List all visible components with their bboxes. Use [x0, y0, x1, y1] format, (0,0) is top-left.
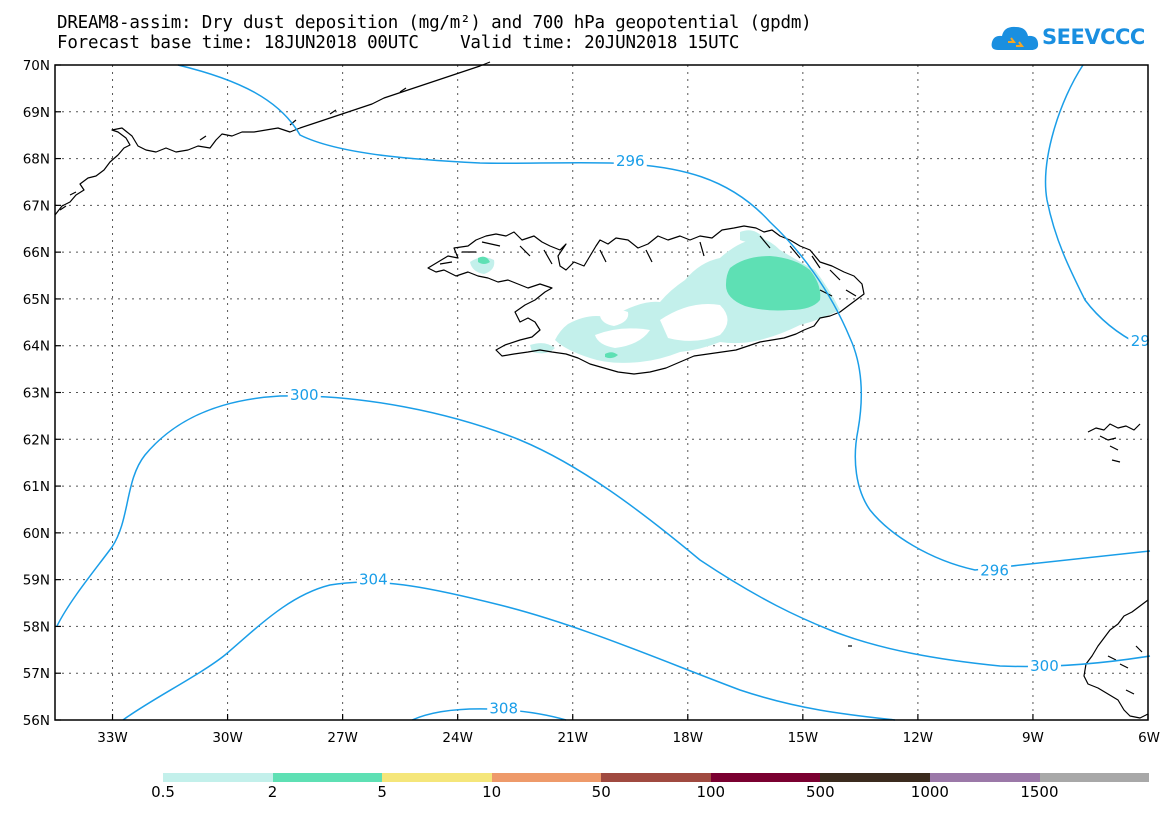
dust-level-2 [605, 352, 618, 359]
contour-label: 304 [359, 571, 388, 589]
contour-label-bg [978, 560, 1012, 579]
longitude-label: 21W [557, 730, 588, 746]
dust-deposition-field [470, 230, 840, 363]
colorbar-swatch [820, 773, 930, 782]
contour-label: 296 [616, 152, 645, 170]
longitude-label: 18W [673, 730, 704, 746]
latitude-label: 68N [23, 152, 50, 168]
colorbar-swatch [163, 773, 273, 782]
latitude-label: 67N [23, 198, 50, 214]
iceland-fjords [439, 235, 857, 297]
latitude-label: 59N [23, 573, 50, 589]
longitude-label: 27W [327, 730, 358, 746]
contour-label-bg [1128, 331, 1153, 350]
greenland-coastline [54, 61, 491, 216]
latitude-label: 63N [23, 386, 50, 402]
contour-label-bg [356, 569, 390, 588]
dust-level-2 [725, 256, 821, 311]
colorbar-label: 500 [806, 783, 835, 801]
latitude-label: 58N [23, 619, 50, 635]
colorbar-label: 1500 [1020, 783, 1059, 801]
latitude-label: 65N [23, 292, 50, 308]
colorbar-label: 50 [591, 783, 611, 801]
cloud-icon [991, 26, 1039, 50]
colorbar-label: 10 [482, 783, 502, 801]
dust-level-0.5 [740, 230, 765, 243]
latitude-label: 62N [23, 432, 50, 448]
latitude-label: 66N [23, 245, 50, 261]
logo-text: SEEVCCC [1042, 25, 1145, 49]
colorbar-swatch [929, 773, 1040, 782]
latitude-label: 70N [23, 58, 50, 74]
dust-gap [660, 304, 728, 341]
longitude-label: 30W [212, 730, 243, 746]
greenland-islands [59, 87, 407, 211]
colorbar-label: 2 [267, 783, 278, 801]
contour-304 [122, 581, 896, 721]
longitude-labels: 33W 30W 27W 24W 21W 18W 15W 12W 9W 6W [97, 714, 1160, 746]
colorbar-swatch [601, 773, 711, 782]
dust-level-2 [478, 256, 490, 264]
contour-labels: 296 29 300 296 304 300 308 [287, 150, 1153, 717]
longitude-label: 6W [1138, 730, 1160, 746]
colorbar [163, 773, 1150, 782]
longitude-label: 12W [903, 730, 934, 746]
colorbar-swatch [1039, 773, 1150, 782]
colorbar-label: 1000 [910, 783, 949, 801]
contour-label-bg [487, 698, 521, 717]
coastlines [54, 61, 1149, 719]
contour-label-bg [1027, 656, 1061, 675]
contour-label: 308 [489, 699, 518, 717]
map-title: DREAM8-assim: Dry dust deposition (mg/m²… [57, 13, 812, 33]
longitude-label: 24W [442, 730, 473, 746]
colorbar-swatch [382, 773, 492, 782]
longitude-label: 9W [1022, 730, 1044, 746]
latitude-label: 64N [23, 339, 50, 355]
contour-label: 300 [290, 386, 319, 404]
latitude-labels: 70N 69N 68N 67N 66N 65N 64N 63N 62N 61N 60N 59N 58N 5… [23, 58, 61, 729]
colorbar-swatch [491, 773, 602, 782]
colorbar-swatch [710, 773, 821, 782]
map-grid [55, 65, 1148, 720]
scotland-coastline [1083, 599, 1149, 719]
latitude-label: 60N [23, 526, 50, 542]
contour-300 [56, 395, 1151, 668]
contour-29x-east [1044, 64, 1141, 346]
faroe-islands [1087, 423, 1141, 463]
longitude-label: 15W [788, 730, 819, 746]
latitude-label: 57N [23, 666, 50, 682]
latitude-label: 61N [23, 479, 50, 495]
colorbar-label: 100 [696, 783, 726, 801]
contour-label-bg [613, 150, 647, 169]
contour-label: 29 [1131, 332, 1150, 350]
contour-label: 300 [1030, 657, 1059, 675]
geopotential-contours [56, 64, 1151, 721]
dust-gap [595, 328, 650, 348]
colorbar-label: 0.5 [151, 783, 175, 801]
iceland-coastline [427, 225, 865, 375]
longitude-label: 33W [97, 730, 128, 746]
dust-gap [600, 309, 629, 326]
contour-label-bg [287, 384, 321, 403]
contour-label: 296 [980, 561, 1009, 579]
forecast-times: Forecast base time: 18JUN2018 00UTC Vali… [57, 33, 740, 53]
latitude-label: 69N [23, 105, 50, 121]
contour-296-north [177, 64, 1151, 571]
latitude-label: 56N [23, 713, 50, 729]
colorbar-swatch [272, 773, 383, 782]
colorbar-label: 5 [377, 783, 387, 801]
